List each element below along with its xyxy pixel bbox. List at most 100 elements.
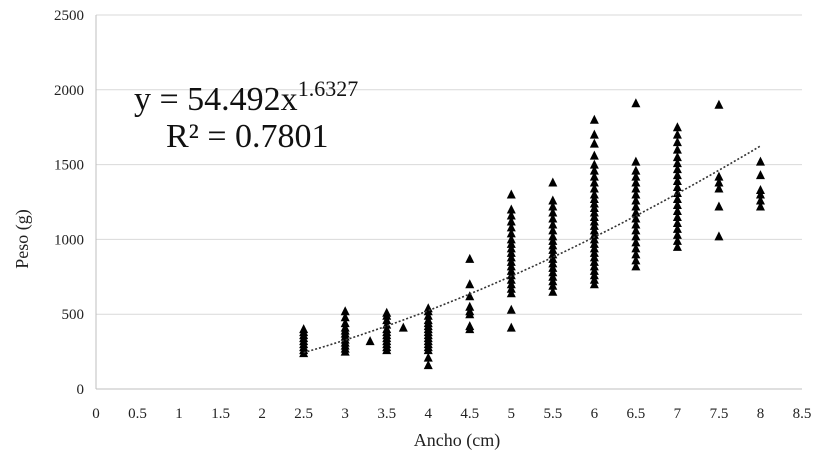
x-tick-label: 3.5 <box>377 406 396 422</box>
data-point <box>589 189 599 199</box>
data-point <box>423 303 433 313</box>
data-point <box>589 159 599 169</box>
data-point <box>672 211 682 221</box>
x-tick-label: 7 <box>674 406 682 422</box>
data-point <box>465 253 475 263</box>
y-tick-label: 0 <box>77 382 85 398</box>
data-point <box>631 165 641 175</box>
data-point <box>589 150 599 160</box>
data-point <box>506 222 516 232</box>
data-point <box>506 189 516 199</box>
y-tick-label: 2000 <box>54 83 84 99</box>
data-point <box>714 231 724 241</box>
data-point <box>631 219 641 229</box>
x-tick-label: 0.5 <box>128 406 147 422</box>
data-point <box>631 171 641 181</box>
data-point <box>631 98 641 108</box>
data-point <box>631 261 641 271</box>
data-point <box>506 304 516 314</box>
data-point <box>589 171 599 181</box>
equation-base: y = 54.492x <box>134 81 298 118</box>
data-point <box>672 158 682 168</box>
data-point <box>548 195 558 205</box>
data-point <box>548 219 558 229</box>
data-point <box>506 204 516 214</box>
x-tick-labels: 0 0.5 1 1.5 2 2.5 3 3.5 4 4.5 5 5.5 6 6.5 7 7.5 8 8.5 <box>92 406 811 422</box>
x-tick-label: 0 <box>92 406 100 422</box>
equation-exponent: 1.6327 <box>298 76 359 101</box>
data-point <box>548 207 558 217</box>
x-tick-label: 6.5 <box>627 406 646 422</box>
data-point <box>672 152 682 162</box>
data-point <box>340 318 350 328</box>
data-point <box>299 324 309 334</box>
data-point <box>631 201 641 211</box>
data-point <box>506 234 516 244</box>
data-point <box>631 207 641 217</box>
data-point <box>465 321 475 331</box>
data-point <box>755 156 765 166</box>
data-point <box>631 213 641 223</box>
data-point <box>672 194 682 204</box>
data-point <box>672 122 682 132</box>
x-tick-label: 1.5 <box>211 406 230 422</box>
x-tick-label: 4 <box>424 406 432 422</box>
data-point <box>548 213 558 223</box>
trendline <box>303 145 761 354</box>
data-point <box>340 312 350 322</box>
data-point <box>755 185 765 195</box>
data-point <box>631 156 641 166</box>
data-point <box>548 231 558 241</box>
y-tick-label: 500 <box>62 307 85 323</box>
data-point <box>398 322 408 332</box>
data-point <box>589 114 599 124</box>
data-point <box>506 210 516 220</box>
data-point <box>506 322 516 332</box>
data-point <box>631 177 641 187</box>
data-point <box>672 205 682 215</box>
x-tick-label: 5.5 <box>543 406 562 422</box>
data-point <box>631 249 641 259</box>
x-tick-label: 5 <box>508 406 516 422</box>
data-point <box>755 170 765 180</box>
data-point <box>714 171 724 181</box>
x-tick-label: 2 <box>258 406 266 422</box>
data-point <box>672 229 682 239</box>
x-tick-label: 2.5 <box>294 406 313 422</box>
data-point <box>465 301 475 311</box>
data-point <box>506 228 516 238</box>
data-point <box>423 360 433 370</box>
data-point <box>548 225 558 235</box>
x-tick-label: 7.5 <box>710 406 729 422</box>
data-point <box>631 255 641 265</box>
data-point <box>465 291 475 301</box>
data-point <box>672 235 682 245</box>
x-axis-title: Ancho (cm) <box>414 430 500 451</box>
gridlines <box>96 14 802 315</box>
data-point <box>714 201 724 211</box>
x-tick-label: 3 <box>341 406 349 422</box>
x-tick-label: 8 <box>757 406 765 422</box>
data-point <box>714 99 724 109</box>
data-point <box>672 182 682 192</box>
data-point <box>465 279 475 289</box>
data-point <box>631 231 641 241</box>
x-tick-label: 8.5 <box>793 406 812 422</box>
r-squared: R² = 0.7801 <box>166 118 329 155</box>
y-tick-label: 1000 <box>54 232 84 248</box>
data-point <box>672 176 682 186</box>
x-tick-label: 6 <box>591 406 599 422</box>
data-point <box>548 286 558 296</box>
x-tick-label: 1 <box>175 406 183 422</box>
data-point <box>365 336 375 346</box>
data-point <box>589 183 599 193</box>
data-point <box>589 129 599 139</box>
data-point <box>672 170 682 180</box>
data-point <box>589 177 599 187</box>
data-point <box>714 183 724 193</box>
data-point <box>755 195 765 205</box>
x-tick-label: 4.5 <box>460 406 479 422</box>
y-tick-label: 2500 <box>54 8 84 24</box>
y-axis-title: Peso (g) <box>12 209 33 269</box>
y-tick-labels: 0 500 1000 1500 2000 2500 <box>54 8 84 398</box>
